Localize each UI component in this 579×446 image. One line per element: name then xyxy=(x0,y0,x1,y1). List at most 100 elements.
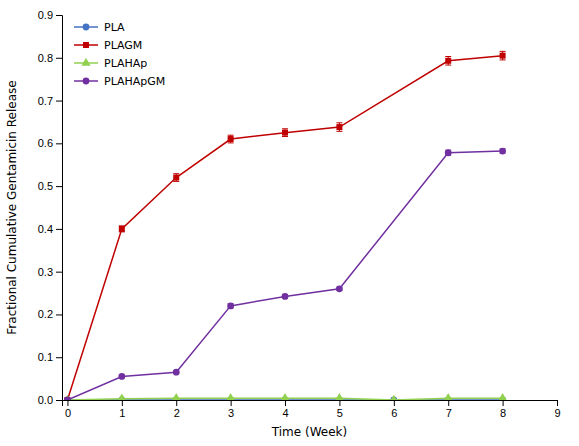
tick-mark xyxy=(56,186,62,187)
error-bar xyxy=(228,135,234,143)
point xyxy=(227,303,234,310)
tick: 0.4 xyxy=(38,223,62,235)
point xyxy=(228,136,234,142)
tick-mark xyxy=(56,272,62,273)
point xyxy=(63,395,72,400)
error-bar-cap xyxy=(445,56,451,57)
error-bar xyxy=(173,174,179,182)
series xyxy=(64,51,505,400)
series xyxy=(63,393,507,400)
point xyxy=(499,148,506,155)
tick-label: 1 xyxy=(119,407,125,419)
point xyxy=(172,393,181,400)
line xyxy=(67,151,502,400)
tick-label: 5 xyxy=(337,407,343,419)
tick-label: 4 xyxy=(282,407,288,419)
legend-label: PLAGM xyxy=(104,39,142,52)
error-bar-cap xyxy=(173,173,179,174)
error-bar xyxy=(282,129,288,137)
error-bar-cap xyxy=(282,136,288,137)
point xyxy=(64,397,71,400)
tick-mark xyxy=(503,400,504,406)
point xyxy=(445,149,452,156)
tick-label: 0.9 xyxy=(38,9,53,21)
tick: 0.0 xyxy=(38,394,62,406)
point xyxy=(335,393,344,400)
line xyxy=(67,56,502,400)
tick-label: 9 xyxy=(554,407,560,419)
tick-label: 3 xyxy=(228,407,234,419)
tick: 0.1 xyxy=(38,351,62,363)
legend-marker xyxy=(83,24,90,31)
point xyxy=(282,293,289,300)
tick-label: 0.3 xyxy=(38,266,53,278)
point xyxy=(64,397,71,400)
tick-mark xyxy=(557,400,558,406)
legend-label: PLAHApGM xyxy=(104,75,165,88)
tick-mark xyxy=(67,400,68,406)
tick: 0.8 xyxy=(38,52,62,64)
point xyxy=(336,124,342,130)
tick: 4 xyxy=(282,400,288,419)
tick-label: 0.7 xyxy=(38,95,53,107)
point xyxy=(500,53,506,59)
point xyxy=(336,285,343,292)
legend-item: PLA xyxy=(74,21,125,34)
tick-mark xyxy=(56,58,62,59)
tick-label: 0.0 xyxy=(38,394,53,406)
tick-mark xyxy=(122,400,123,406)
tick: 9 xyxy=(554,400,560,419)
tick-mark xyxy=(285,400,286,406)
error-bar-cap xyxy=(173,181,179,182)
error-bar-cap xyxy=(445,65,451,66)
legend: PLAPLAGMPLAHApPLAHApGM xyxy=(74,21,165,88)
tick: 0.6 xyxy=(38,137,62,149)
point xyxy=(117,393,126,400)
tick: 8 xyxy=(500,400,506,419)
tick-mark xyxy=(56,400,62,401)
tick: 0.2 xyxy=(38,308,62,320)
tick-mark xyxy=(448,400,449,406)
tick-mark xyxy=(56,143,62,144)
tick-mark xyxy=(394,400,395,406)
error-bar xyxy=(336,123,342,132)
tick-label: 0.1 xyxy=(38,351,53,363)
y-axis: 0.0 0.1 0.2 0.3 0.4 0.5 0.6 0.7 0.8 0.9 xyxy=(38,9,63,406)
error-bar-cap xyxy=(228,135,234,136)
tick: 6 xyxy=(391,400,397,419)
legend-marker xyxy=(83,78,90,85)
tick-mark xyxy=(231,400,232,406)
tick-label: 0.8 xyxy=(38,52,53,64)
point xyxy=(64,397,70,400)
point xyxy=(445,58,451,64)
tick-mark xyxy=(339,400,340,406)
error-bar-cap xyxy=(228,142,234,143)
tick-label: 0.5 xyxy=(38,180,53,192)
error-bar-cap xyxy=(500,59,506,60)
tick: 2 xyxy=(174,400,180,419)
point xyxy=(280,393,289,400)
tick-label: 0.2 xyxy=(38,308,53,320)
x-axis: 0 1 2 3 4 5 6 7 8 9 xyxy=(63,400,561,419)
tick-label: 0 xyxy=(65,407,71,419)
error-bar-cap xyxy=(336,131,342,132)
axis-line xyxy=(63,401,558,407)
tick-mark xyxy=(56,229,62,230)
legend-label: PLA xyxy=(104,21,125,34)
plot-area: 0 1 2 3 4 5 6 7 8 9 0.0 0.1 0.2 0.3 0.4 0.5 0.6 0.7 0.8 0.9… xyxy=(38,9,561,419)
tick: 3 xyxy=(228,400,234,419)
tick: 7 xyxy=(446,400,452,419)
x-axis-title: Time (Week) xyxy=(271,425,347,439)
error-bar-cap xyxy=(336,122,342,123)
tick: 0.3 xyxy=(38,266,62,278)
point xyxy=(498,393,507,400)
tick-label: 8 xyxy=(500,407,506,419)
tick-mark xyxy=(56,357,62,358)
legend-marker xyxy=(81,58,90,66)
marks xyxy=(63,51,507,400)
tick: 5 xyxy=(337,400,343,419)
point xyxy=(282,130,288,136)
tick-mark xyxy=(56,15,62,16)
legend-item: PLAGM xyxy=(74,39,142,52)
legend-marker xyxy=(83,42,89,48)
